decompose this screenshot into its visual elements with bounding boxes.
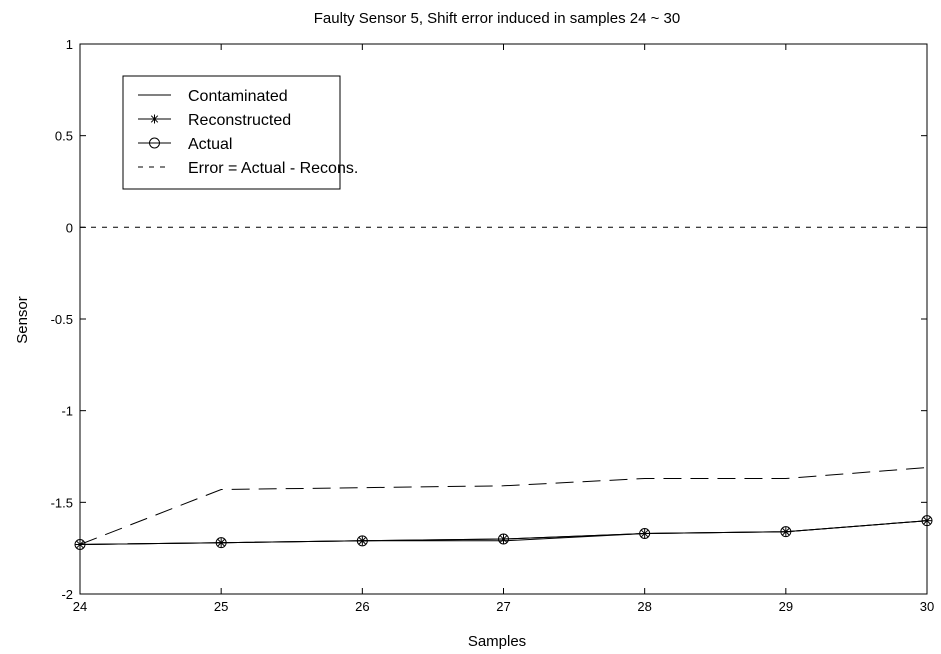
asterisk-stroke xyxy=(923,517,931,525)
y-tick-label: -0.5 xyxy=(51,312,73,327)
data-point xyxy=(498,533,509,545)
data-point xyxy=(74,539,86,550)
circle-marker xyxy=(74,539,86,550)
circle-marker xyxy=(149,137,160,149)
y-tick-label: 0.5 xyxy=(55,129,73,144)
circle-marker xyxy=(639,528,651,539)
data-point xyxy=(780,526,792,538)
y-tick-label: -2 xyxy=(61,587,73,602)
x-tick-label: 27 xyxy=(496,599,510,614)
data-point xyxy=(922,516,932,526)
legend: Contaminated Reconstructed Actual Error = A… xyxy=(122,75,358,190)
y-tick-label: -1.5 xyxy=(51,495,73,510)
legend-label: Reconstructed xyxy=(188,112,291,129)
y-tick-label: -1 xyxy=(61,404,73,419)
legend-entry: Error = Actual - Recons. xyxy=(138,160,358,177)
x-tick-label: 25 xyxy=(214,599,228,614)
legend-label: Error = Actual - Recons. xyxy=(188,160,358,177)
series-line-error-actual-recons xyxy=(79,467,928,545)
data-point xyxy=(639,528,651,539)
x-tick-label: 24 xyxy=(73,599,87,614)
data-point xyxy=(356,535,368,547)
legend-label: Actual xyxy=(188,136,232,153)
circle-marker xyxy=(498,533,509,545)
x-tick-label: 26 xyxy=(355,599,369,614)
legend-entry: Contaminated xyxy=(138,88,288,105)
y-tick-label: 1 xyxy=(66,37,73,52)
x-tick-label: 29 xyxy=(779,599,793,614)
asterisk-marker xyxy=(150,114,159,124)
legend-entry: Actual xyxy=(138,136,232,153)
y-axis-label: Sensor xyxy=(14,296,31,344)
series-line-actual xyxy=(79,520,928,545)
asterisk-stroke xyxy=(150,115,159,123)
circle-marker xyxy=(780,526,792,538)
x-axis-label: Samples xyxy=(468,633,526,650)
data-point xyxy=(215,537,227,549)
data-point xyxy=(921,515,933,527)
ticks-layer: 24 25 26 27 28 29 30 1 0.5 0 -0.5 -1 -1.5 -2 xyxy=(51,37,935,614)
legend-entry: Reconstructed xyxy=(138,112,291,129)
circle-marker xyxy=(921,515,933,527)
asterisk-marker xyxy=(922,516,932,526)
y-tick-label: 0 xyxy=(66,220,73,235)
circle-marker xyxy=(215,537,227,549)
circle-marker xyxy=(356,535,368,547)
x-tick-label: 30 xyxy=(920,599,934,614)
chart-title: Faulty Sensor 5, Shift error induced in … xyxy=(314,10,680,27)
x-tick-label: 28 xyxy=(637,599,651,614)
legend-label: Contaminated xyxy=(188,88,288,105)
series-layer xyxy=(74,226,933,550)
